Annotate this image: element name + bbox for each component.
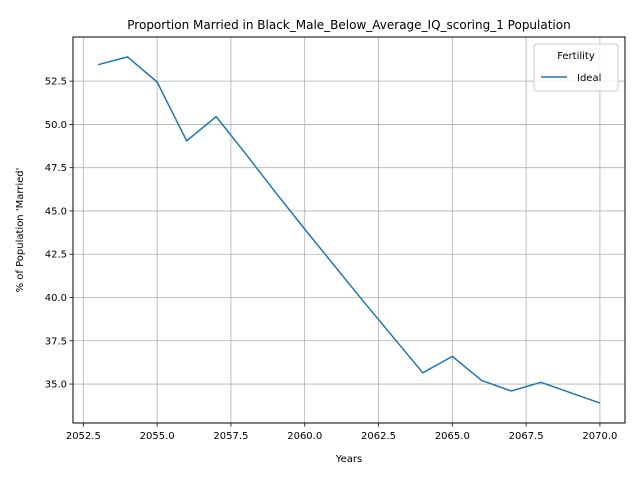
chart-title: Proportion Married in Black_Male_Below_A… xyxy=(127,18,570,32)
x-tick-label: 2067.5 xyxy=(509,431,544,442)
legend-box xyxy=(533,43,619,92)
legend: Fertility Ideal xyxy=(533,43,619,92)
series-line-ideal xyxy=(97,56,601,404)
series-lines xyxy=(97,56,601,404)
y-axis-ticks: 35.0 37.5 40.0 42.5 45.0 47.5 50.0 52.5 xyxy=(45,77,73,391)
x-tick-label: 2065.0 xyxy=(435,431,470,442)
y-tick-label: 42.5 xyxy=(45,250,67,261)
y-tick-label: 35.0 xyxy=(45,380,67,391)
y-tick-label: 45.0 xyxy=(45,206,67,217)
legend-title: Fertility xyxy=(557,51,595,62)
grid-lines xyxy=(73,37,625,423)
y-axis-label: % of Population 'Married' xyxy=(15,168,26,293)
y-tick-label: 47.5 xyxy=(45,163,67,174)
plot-area-frame xyxy=(72,36,626,424)
x-axis-label: Years xyxy=(335,454,362,465)
y-tick-label: 37.5 xyxy=(45,336,67,347)
x-axis-ticks: 2052.5 2055.0 2057.5 2060.0 2062.5 2065.0 2067… xyxy=(66,423,617,442)
legend-label: Ideal xyxy=(577,73,601,84)
x-tick-label: 2062.5 xyxy=(361,431,396,442)
x-tick-label: 2055.0 xyxy=(140,431,175,442)
x-tick-label: 2060.0 xyxy=(287,431,322,442)
y-tick-label: 50.0 xyxy=(45,120,67,131)
x-tick-label: 2057.5 xyxy=(213,431,248,442)
x-tick-label: 2052.5 xyxy=(66,431,101,442)
x-tick-label: 2070.0 xyxy=(582,431,617,442)
y-tick-label: 52.5 xyxy=(45,77,67,88)
y-tick-label: 40.0 xyxy=(45,293,67,304)
